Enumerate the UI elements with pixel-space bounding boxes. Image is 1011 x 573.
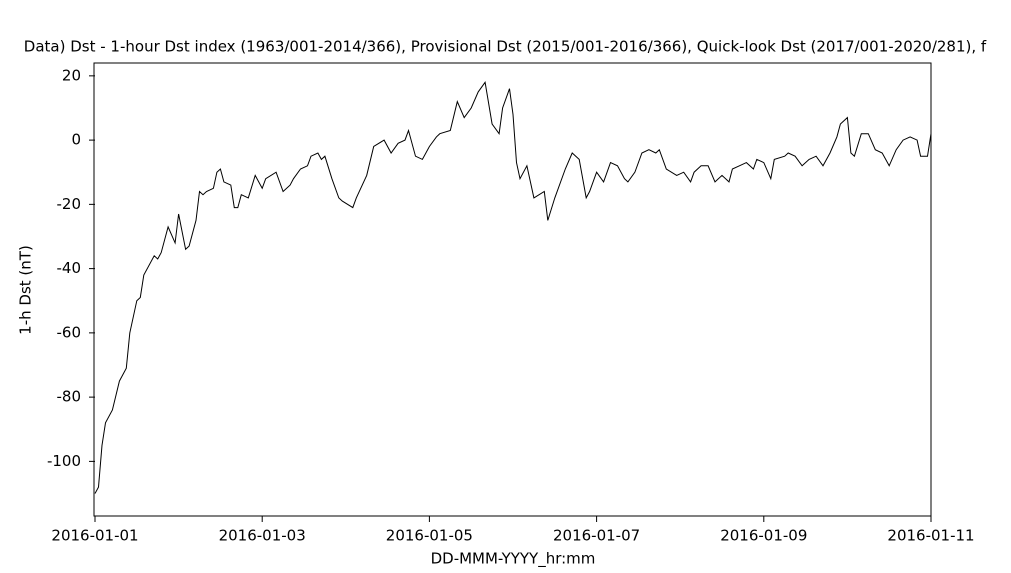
x-tick-label: 2016-01-07 bbox=[553, 527, 640, 545]
x-tick-label: 2016-01-03 bbox=[219, 527, 306, 545]
y-tick-label: -100 bbox=[47, 452, 81, 470]
y-tick-label: -20 bbox=[57, 195, 82, 213]
y-tick-label: -80 bbox=[57, 388, 82, 406]
plot-frame bbox=[93, 62, 932, 517]
y-axis-label: 1-h Dst (nT) bbox=[17, 245, 35, 335]
x-axis-label: DD-MMM-YYYY_hr:mm bbox=[431, 550, 596, 569]
y-tick-label: -60 bbox=[57, 323, 82, 341]
x-tick-label: 2016-01-09 bbox=[720, 527, 807, 545]
y-tick-label: -40 bbox=[57, 259, 82, 277]
y-tick-label: 20 bbox=[62, 66, 81, 84]
x-tick-label: 2016-01-01 bbox=[51, 527, 138, 545]
x-tick-label: 2016-01-11 bbox=[887, 527, 974, 545]
data-line bbox=[94, 81, 932, 494]
chart-title: Data) Dst - 1-hour Dst index (1963/001-2… bbox=[24, 38, 987, 56]
y-tick-label: 0 bbox=[71, 131, 81, 149]
x-tick-label: 2016-01-05 bbox=[386, 527, 473, 545]
